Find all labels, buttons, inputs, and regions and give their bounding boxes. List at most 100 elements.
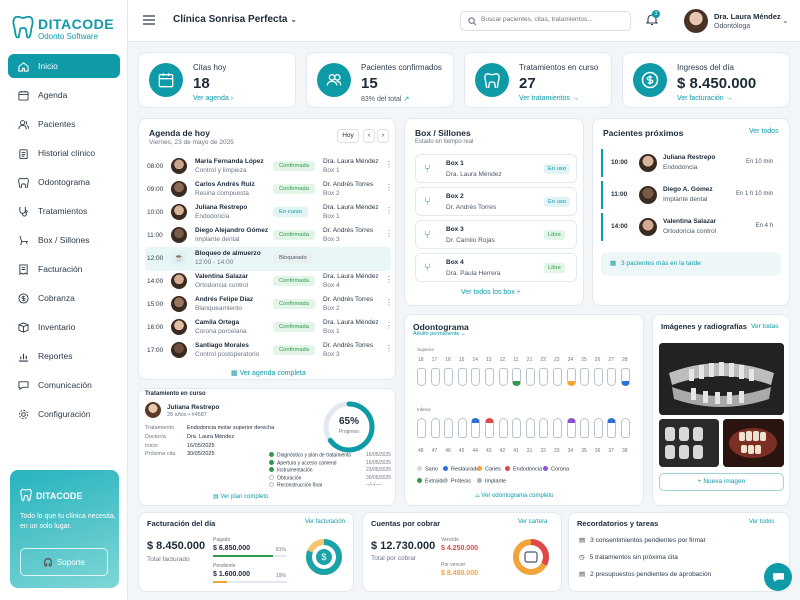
box-item[interactable]: ⑂ Box 4 Dra. Paula Herrera Libre <box>415 253 577 282</box>
tooth[interactable] <box>417 418 426 438</box>
tooth[interactable] <box>621 418 630 438</box>
upcoming-item[interactable]: 10:00 Juliana Restrepo Endodoncia En 10 min <box>601 149 781 177</box>
more-options-icon[interactable]: ⋮ <box>385 321 393 330</box>
tooth[interactable] <box>580 368 590 386</box>
menu-icon[interactable] <box>143 15 155 25</box>
nav-item-pacientes[interactable]: Pacientes <box>8 112 120 136</box>
tooth[interactable] <box>512 418 522 438</box>
tooth[interactable] <box>457 418 467 438</box>
table-row[interactable]: 16:00 Camila Ortega Corona porcelana Confir… <box>145 316 393 340</box>
nav-item-cobranza[interactable]: Cobranza <box>8 286 120 310</box>
chevron-down-icon[interactable]: ⌄ <box>782 16 789 25</box>
table-row[interactable]: 11:00 Diego Alejandro Gómez Implante denta… <box>145 224 393 248</box>
xray-bitewing-image[interactable] <box>659 419 719 467</box>
search-input[interactable] <box>481 16 626 23</box>
tooth[interactable] <box>539 418 549 438</box>
reminder-item[interactable]: ▤ 2 presupuestos pendientes de aprobación <box>579 570 711 578</box>
tooth[interactable] <box>444 418 454 438</box>
dentition-selector[interactable]: Adulto permanente ⌄ <box>413 331 466 337</box>
upcoming-item[interactable]: 14:00 Valentina Salazar Ortodoncia control… <box>601 213 781 241</box>
tooth[interactable] <box>525 368 535 386</box>
nav-item-inicio[interactable]: Inicio <box>8 54 120 78</box>
more-options-icon[interactable]: ⋮ <box>385 229 393 238</box>
intraoral-photo-image[interactable] <box>723 419 784 467</box>
more-patients-banner[interactable]: ▦ 3 pacientes más en la tarde <box>601 252 781 276</box>
next-day-button[interactable]: › <box>377 129 389 143</box>
tooth[interactable] <box>580 418 590 438</box>
table-row[interactable]: 09:00 Carlos Andrés Ruiz Resina compuesta C… <box>145 178 393 202</box>
receivables-link[interactable]: Ver cartera <box>518 519 548 525</box>
xray-panoramic-image[interactable] <box>659 343 784 415</box>
tooth[interactable] <box>607 418 617 438</box>
box-item[interactable]: ⑂ Box 1 Dra. Laura Méndez En uso <box>415 154 577 183</box>
tooth[interactable] <box>417 368 426 386</box>
nav-item-configuracion[interactable]: Configuración <box>8 402 120 426</box>
tooth[interactable] <box>457 368 467 386</box>
kpi-link[interactable]: Ver facturación → <box>677 95 733 102</box>
new-image-button[interactable]: + Nueva imagen <box>659 473 784 491</box>
tooth[interactable] <box>566 418 576 438</box>
agenda-full-link[interactable]: ▦ Ver agenda completa <box>231 369 306 377</box>
chat-button[interactable] <box>764 563 792 591</box>
table-row[interactable]: 10:00 Juliana Restrepo Endodoncia En curso D… <box>145 201 393 225</box>
billing-link[interactable]: Ver facturación <box>305 519 346 525</box>
nav-item-comunicacion[interactable]: Comunicación <box>8 373 120 397</box>
table-row[interactable]: 14:00 Valentina Salazar Ortodoncia control… <box>145 270 393 294</box>
nav-item-box[interactable]: Box / Sillones <box>8 228 120 252</box>
nav-item-agenda[interactable]: Agenda <box>8 83 120 107</box>
tooth[interactable] <box>607 368 617 386</box>
user-avatar[interactable] <box>684 9 708 33</box>
nav-item-facturacion[interactable]: Facturación <box>8 257 120 281</box>
tooth[interactable] <box>553 368 562 386</box>
boxes-link[interactable]: Ver todos los box ⑂ <box>461 289 521 296</box>
tooth[interactable] <box>621 368 630 386</box>
images-link[interactable]: Ver todas <box>751 323 779 330</box>
tooth[interactable] <box>498 368 508 386</box>
tooth[interactable] <box>498 418 508 438</box>
kpi-link[interactable]: Ver tratamientos → <box>519 95 579 102</box>
tooth[interactable] <box>430 368 440 386</box>
today-button[interactable]: Hoy <box>337 129 359 143</box>
search-box[interactable] <box>460 11 631 31</box>
odontogram-link[interactable]: ⌓ Ver odontograma completo <box>475 493 553 500</box>
upcoming-item[interactable]: 11:00 Diego A. Gómez Implante dental En 1 h… <box>601 181 781 209</box>
tooth[interactable] <box>593 418 603 438</box>
reminders-link[interactable]: Ver todos <box>749 519 775 525</box>
upcoming-link[interactable]: Ver todos <box>749 128 779 135</box>
nav-item-tratamientos[interactable]: Tratamientos <box>8 199 120 223</box>
reminder-item[interactable]: ◷ 5 tratamientos sin próxima cita <box>579 553 678 561</box>
reminder-item[interactable]: ▤ 3 consentimientos pendientes por firmar <box>579 536 706 544</box>
table-row[interactable]: 12:00 ☕ Bloqueo de almuerzo 12:00 - 14:00 Bl… <box>145 247 391 271</box>
tooth[interactable] <box>444 368 454 386</box>
tooth[interactable] <box>430 418 440 438</box>
tooth[interactable] <box>512 368 522 386</box>
tooth[interactable] <box>485 418 494 438</box>
more-options-icon[interactable]: ⋮ <box>385 183 393 192</box>
support-button[interactable]: 🎧 Soporte <box>20 548 108 576</box>
table-row[interactable]: 17:00 Santiago Morales Control postoperato… <box>145 339 393 363</box>
more-options-icon[interactable]: ⋮ <box>385 344 393 353</box>
box-item[interactable]: ⑂ Box 3 Dr. Camilo Rojas Libre <box>415 220 577 249</box>
clinic-selector[interactable]: Clínica Sonrisa Perfecta ⌄ <box>173 14 297 25</box>
tooth[interactable] <box>553 418 562 438</box>
more-options-icon[interactable]: ⋮ <box>385 275 393 284</box>
plan-link[interactable]: ▤ Ver plan completo <box>213 493 268 500</box>
kpi-link[interactable]: Ver agenda › <box>193 95 233 102</box>
nav-item-reportes[interactable]: Reportes <box>8 344 120 368</box>
more-options-icon[interactable]: ⋮ <box>385 298 393 307</box>
more-options-icon[interactable]: ⋮ <box>385 206 393 215</box>
nav-item-inventario[interactable]: Inventario <box>8 315 120 339</box>
prev-day-button[interactable]: ‹ <box>363 129 375 143</box>
table-row[interactable]: 15:00 Andrés Felipe Díaz Blanqueamiento Con… <box>145 293 393 317</box>
box-item[interactable]: ⑂ Box 2 Dr. Andrés Torres En uso <box>415 187 577 216</box>
table-row[interactable]: 08:00 María Fernanda López Control y limpi… <box>145 155 393 179</box>
nav-item-historial[interactable]: Historial clínico <box>8 141 120 165</box>
tooth[interactable] <box>593 368 603 386</box>
tooth[interactable] <box>539 368 549 386</box>
tooth[interactable] <box>471 368 481 386</box>
tooth[interactable] <box>471 418 481 438</box>
more-options-icon[interactable]: ⋮ <box>385 160 393 169</box>
tooth[interactable] <box>485 368 494 386</box>
tooth[interactable] <box>566 368 576 386</box>
tooth[interactable] <box>525 418 535 438</box>
